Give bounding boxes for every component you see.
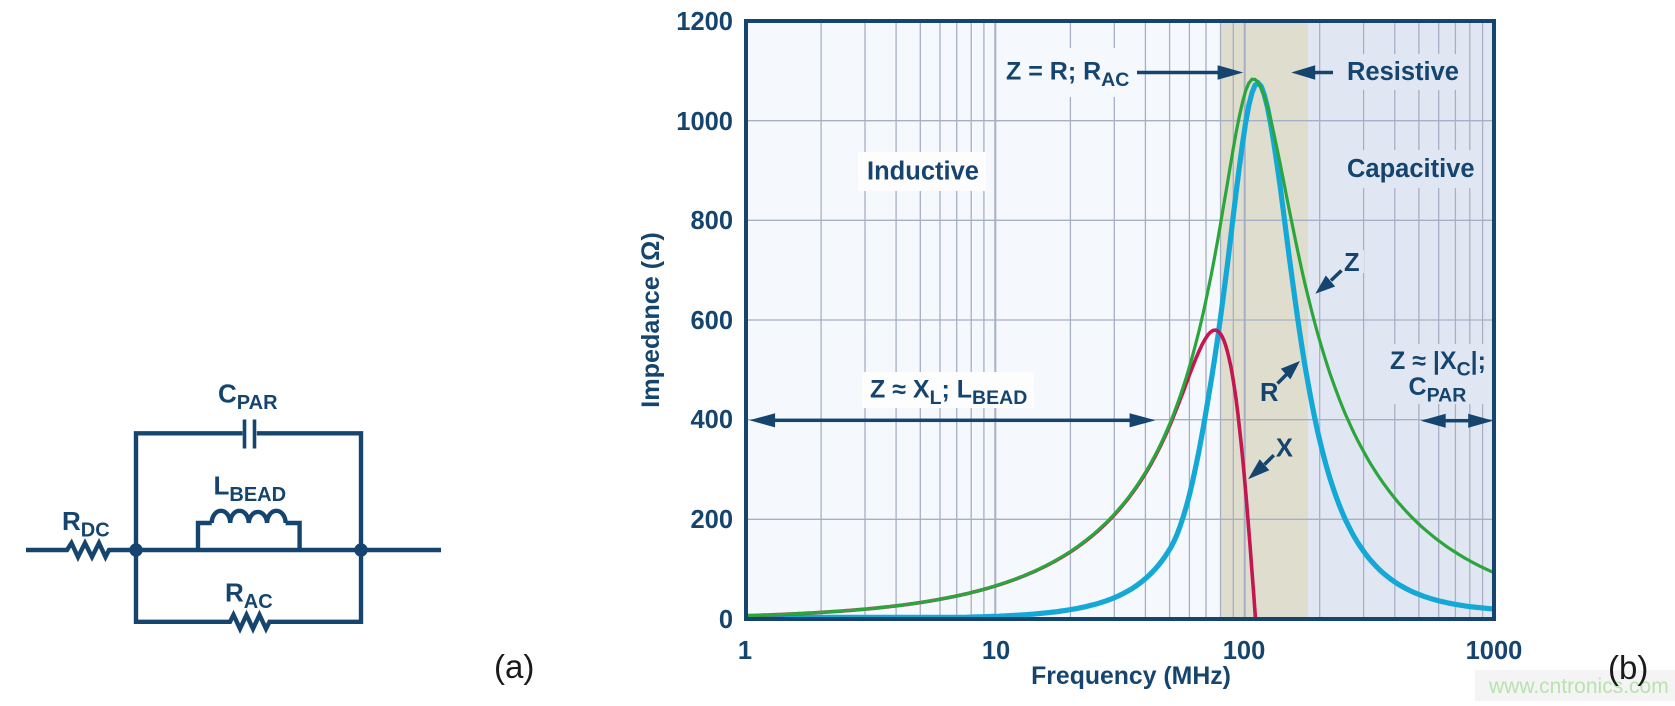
svg-text:10: 10 [982,637,1010,665]
svg-text:R: R [1260,379,1278,407]
svg-text:1000: 1000 [676,108,733,136]
svg-text:Inductive: Inductive [867,158,979,186]
svg-text:1: 1 [738,637,752,665]
svg-text:Z ≈ XL; LBEAD: Z ≈ XL; LBEAD [870,376,1027,410]
svg-text:(a): (a) [494,648,534,685]
svg-text:Resistive: Resistive [1347,58,1459,86]
svg-text:Impedance (Ω): Impedance (Ω) [637,232,665,408]
svg-text:1200: 1200 [676,8,733,36]
svg-text:X: X [1276,435,1293,463]
svg-text:600: 600 [690,307,733,335]
svg-text:Capacitive: Capacitive [1347,155,1475,183]
svg-text:Frequency (MHz): Frequency (MHz) [1031,663,1231,690]
svg-text:0: 0 [719,606,733,634]
svg-text:Z: Z [1344,249,1360,277]
svg-text:1000: 1000 [1466,637,1523,665]
svg-text:Z ≈ |XC|;: Z ≈ |XC|; [1390,347,1486,381]
svg-text:800: 800 [690,207,733,235]
svg-text:www.cntronics.com: www.cntronics.com [1488,675,1669,698]
svg-text:400: 400 [690,406,733,434]
svg-text:100: 100 [1223,637,1266,665]
svg-text:200: 200 [690,506,733,534]
svg-text:(b): (b) [1608,649,1648,686]
